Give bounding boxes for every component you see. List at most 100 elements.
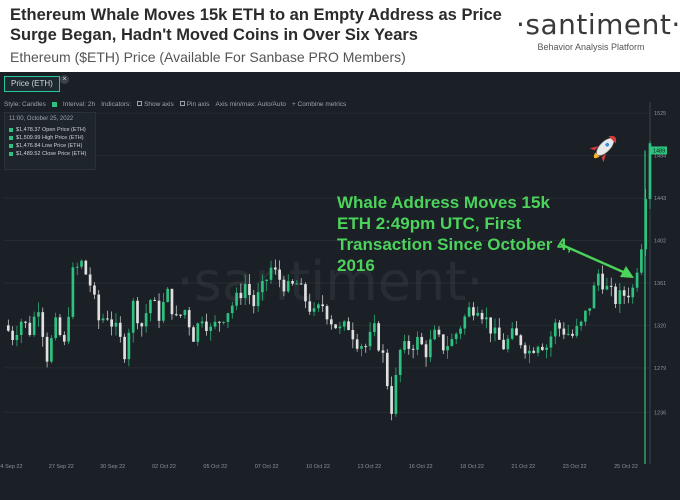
candle-body	[62, 334, 66, 342]
candle-body	[540, 346, 544, 350]
candle-body	[566, 333, 570, 335]
candle-body	[6, 325, 10, 331]
candle-body	[295, 283, 299, 285]
candle-body	[571, 333, 574, 336]
candle-body	[489, 317, 492, 334]
candle-body	[545, 347, 548, 350]
candle-body	[338, 326, 342, 329]
candle-body	[209, 326, 213, 331]
candle-body	[403, 341, 406, 350]
candle-body	[368, 331, 372, 347]
x-tick-label: 10 Oct 22	[306, 464, 330, 470]
candle-body	[41, 312, 45, 337]
pin-axis-toggle[interactable]: Pin axis	[179, 100, 210, 108]
candle-body	[640, 249, 643, 273]
candle-body	[536, 346, 540, 353]
x-tick-label: 24 Sep 22	[0, 464, 23, 470]
candle-body	[282, 279, 286, 292]
candle-body	[299, 283, 303, 285]
candle-body	[308, 301, 312, 312]
candle-body	[67, 316, 70, 342]
candle-body	[19, 321, 23, 335]
candle-body	[502, 339, 505, 350]
ohlc-high: $1,509.99 High Price (ETH)	[9, 134, 91, 142]
candle-body	[588, 308, 592, 311]
y-tick-label: 1402	[654, 239, 666, 245]
candle-body	[144, 313, 148, 327]
axis-minmax-select[interactable]: Axis min/max: Auto/Auto	[215, 100, 286, 108]
ohlc-open: $1,478.37 Open Price (ETH)	[9, 126, 91, 134]
candle-body	[110, 319, 114, 327]
candle-body	[106, 318, 109, 320]
candle-body	[562, 328, 566, 335]
candle-body	[24, 321, 27, 323]
candle-body	[493, 327, 497, 334]
candle-body	[252, 295, 256, 307]
candle-body	[472, 307, 475, 316]
show-axis-toggle[interactable]: Show axis	[137, 101, 174, 108]
close-icon[interactable]: ×	[60, 75, 69, 84]
candle-body	[157, 300, 161, 321]
candle-body	[213, 321, 217, 327]
candle-body	[467, 307, 471, 317]
style-select[interactable]: Style: Candles	[4, 100, 46, 108]
candle-body	[485, 317, 488, 320]
candle-body	[273, 267, 277, 270]
candle-body	[200, 321, 204, 324]
brand-logo: ·santiment·	[516, 8, 680, 41]
combine-metrics-button[interactable]: + Combine metrics	[291, 100, 347, 108]
candle-body	[88, 274, 92, 286]
candle-body	[532, 350, 536, 353]
candle-body	[183, 310, 187, 316]
candle-body	[114, 322, 118, 327]
candle-body	[441, 334, 445, 351]
candle-body	[226, 313, 230, 322]
candle-body	[75, 266, 79, 268]
x-tick-label: 18 Oct 22	[460, 464, 484, 470]
candle-body	[592, 285, 596, 309]
annotation-arrowhead	[620, 266, 634, 278]
candle-body	[239, 292, 243, 299]
candle-body	[424, 344, 428, 358]
candle-body	[476, 312, 480, 316]
candle-body	[230, 305, 234, 314]
candle-body	[381, 350, 385, 353]
candle-body	[15, 334, 19, 341]
candle-body	[437, 329, 441, 335]
candle-body	[235, 292, 238, 306]
candle-body	[217, 321, 221, 323]
candle-body	[37, 312, 40, 317]
candle-body	[631, 287, 635, 298]
x-tick-label: 27 Sep 22	[49, 464, 74, 470]
candle-body	[28, 322, 32, 335]
interval-select[interactable]: Interval: 2h	[62, 100, 96, 108]
candle-body	[256, 292, 260, 307]
brand: ·santiment· Behavior Analysis Platform	[516, 8, 680, 52]
ohlc-low: $1,476.84 Low Price (ETH)	[9, 142, 91, 150]
candle-body	[510, 328, 514, 339]
pin-axis-label: Pin axis	[186, 100, 210, 108]
x-tick-label: 07 Oct 22	[255, 464, 279, 470]
candle-body	[558, 322, 561, 329]
ohlc-date: 11:00, October 25, 2022	[9, 116, 74, 122]
x-tick-label: 21 Oct 22	[511, 464, 535, 470]
candle-body	[50, 338, 53, 362]
candle-body	[420, 336, 424, 345]
candle-body	[450, 339, 454, 347]
candle-body	[54, 317, 58, 339]
candle-body	[459, 328, 462, 334]
candle-body	[93, 285, 96, 295]
page-subtitle: Ethereum ($ETH) Price (Available For San…	[10, 49, 406, 65]
checkbox-icon	[179, 101, 185, 107]
x-tick-label: 02 Oct 22	[152, 464, 176, 470]
indicators-select[interactable]: Indicators:	[101, 100, 132, 108]
tab-price-eth[interactable]: Price (ETH)	[4, 76, 60, 92]
chart-area: ·santiment· 1236 1279 1320 1361 1402 1443 1484 1…	[0, 72, 680, 500]
y-tick-label: 1236	[654, 410, 666, 416]
candle-body	[248, 284, 251, 296]
candle-body	[635, 272, 639, 288]
last-price-marker	[651, 146, 667, 155]
candle-body	[243, 284, 247, 299]
color-swatch-icon[interactable]	[51, 101, 57, 107]
candle-body	[131, 300, 135, 333]
